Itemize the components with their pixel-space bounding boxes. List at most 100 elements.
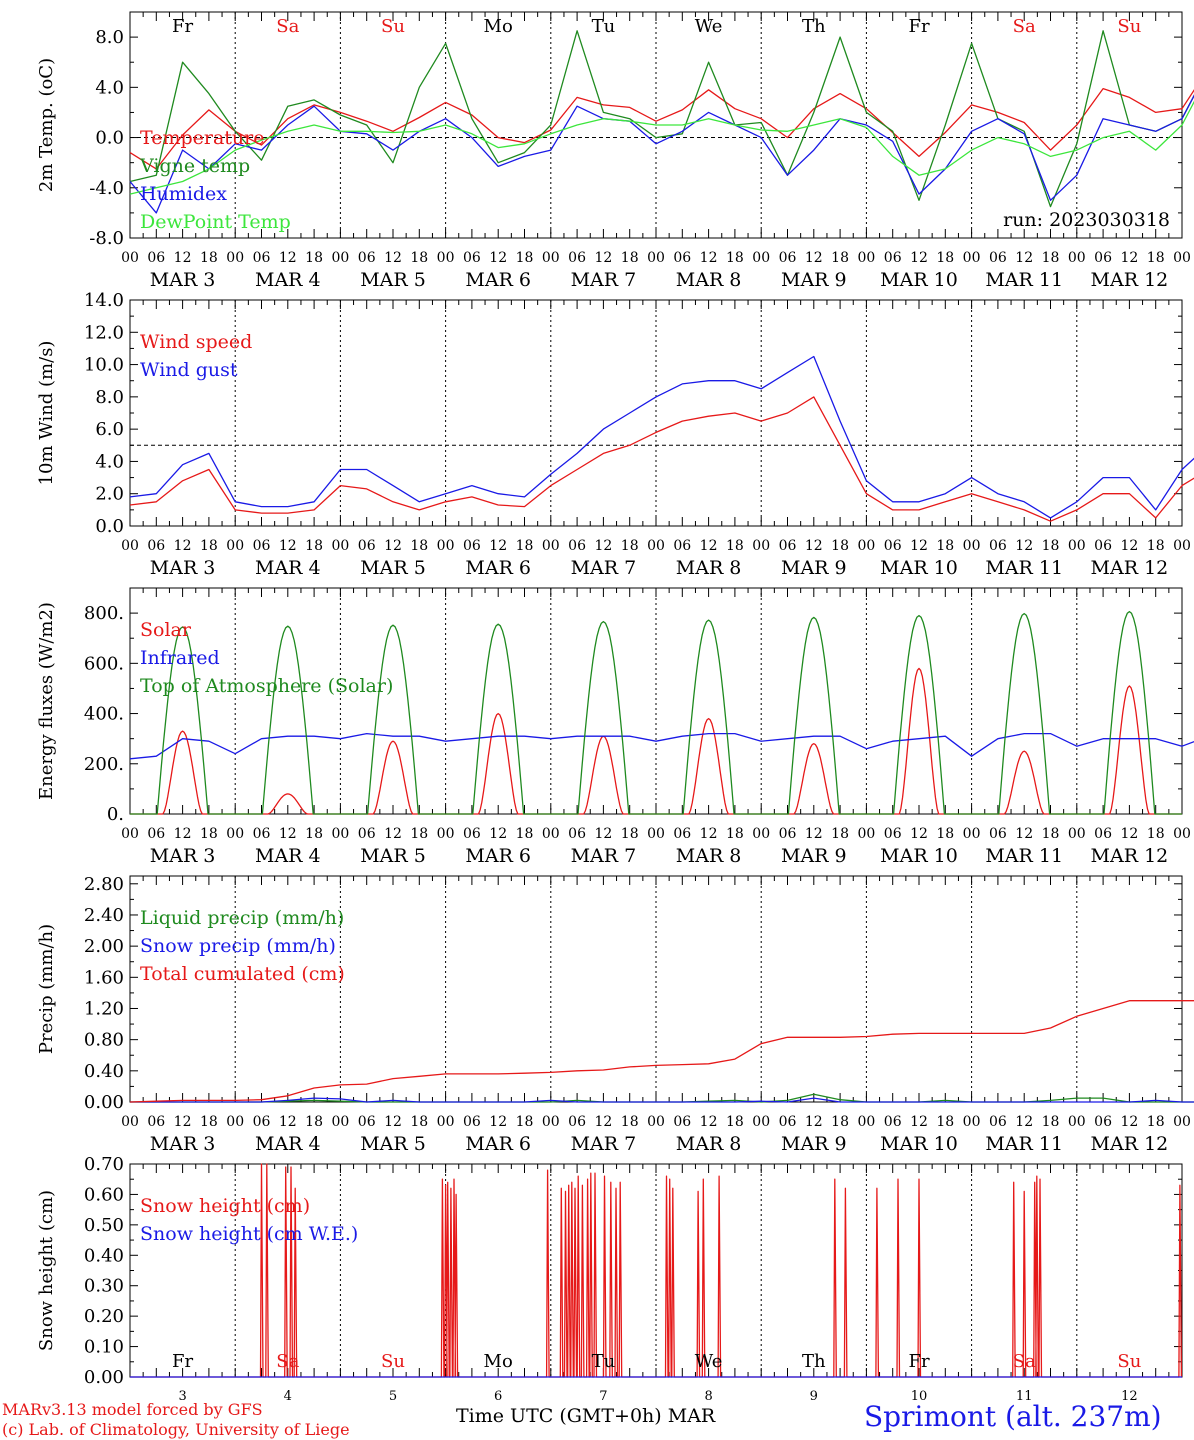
hour-label: 12 (174, 250, 192, 266)
panel-energy: 0. 200. 400. 600. 800. Energy fluxes (W/m2) So… (36, 587, 1194, 867)
hour-label: 12 (279, 826, 297, 842)
hour-label: 06 (568, 1114, 586, 1130)
legend-entry: Wind speed (140, 331, 252, 353)
panel-snow: 0.00 0.10 0.20 0.30 0.40 0.50 0.60 0.70 Snow hei… (36, 1154, 1183, 1404)
date-label: MAR 5 (360, 845, 426, 867)
y-tick-label: 400. (84, 704, 124, 725)
y-tick-label: 600. (84, 653, 124, 674)
hour-label: 06 (673, 538, 691, 554)
hour-label: 18 (1042, 250, 1060, 266)
hour-label: 06 (568, 826, 586, 842)
hour-label: 00 (1068, 1114, 1086, 1130)
hour-label: 00 (647, 1114, 665, 1130)
weekday-label: Su (1117, 16, 1141, 37)
weekday-label: Sa (1013, 16, 1036, 37)
hour-label: 12 (805, 826, 823, 842)
y-tick-label: 8.0 (95, 387, 124, 408)
date-label: MAR 11 (985, 557, 1063, 579)
legend-entry: Temperature (140, 127, 264, 149)
hour-label: 18 (831, 826, 849, 842)
day-number: 10 (911, 1389, 928, 1404)
hour-label: 06 (1094, 826, 1112, 842)
day-number: 4 (284, 1389, 292, 1404)
weekday-label: Su (381, 16, 405, 37)
hour-label: 18 (831, 538, 849, 554)
weekday-label: Fr (172, 1351, 193, 1372)
hour-label: 12 (594, 538, 612, 554)
hour-label: 00 (121, 538, 139, 554)
hour-label: 06 (989, 538, 1007, 554)
hour-label: 06 (989, 250, 1007, 266)
hour-label: 00 (542, 250, 560, 266)
hour-label: 12 (910, 1114, 928, 1130)
day-number: 3 (178, 1389, 186, 1404)
legend-entry: Snow height (cm) (140, 1195, 310, 1217)
hour-label: 12 (700, 826, 718, 842)
hour-label: 00 (1173, 826, 1191, 842)
hour-label: 06 (147, 538, 165, 554)
y-tick-label: 200. (84, 754, 124, 775)
y-tick-label: 6.0 (95, 419, 124, 440)
hour-label: 00 (963, 538, 981, 554)
y-axis-label: Snow height (cm) (36, 1190, 57, 1351)
hour-label: 18 (516, 538, 534, 554)
date-label: MAR 7 (571, 1133, 637, 1155)
legend-entry: Snow precip (mm/h) (140, 935, 336, 957)
date-label: MAR 8 (676, 1133, 742, 1155)
y-tick-label: 0.40 (84, 1245, 124, 1266)
y-tick-label: 4.0 (95, 451, 124, 472)
legend-entry: Solar (140, 619, 192, 641)
hour-label: 00 (1173, 1114, 1191, 1130)
date-label: MAR 8 (676, 557, 742, 579)
series-top-of-atmosphere-solar (130, 610, 1182, 815)
hour-label: 12 (279, 538, 297, 554)
y-tick-label: 0.40 (84, 1061, 124, 1082)
legend-entry: Total cumulated (cm) (140, 963, 345, 985)
series-snow-precip-mm-h (130, 1097, 1194, 1103)
hour-label: 00 (963, 250, 981, 266)
hour-label: 18 (516, 826, 534, 842)
day-number: 12 (1121, 1389, 1138, 1404)
month-label: MAR (667, 1405, 716, 1427)
hour-label: 12 (174, 826, 192, 842)
y-tick-label: 0.0 (95, 516, 124, 537)
hour-label: 12 (489, 538, 507, 554)
date-label: MAR 11 (985, 269, 1063, 291)
day-number: 9 (810, 1389, 818, 1404)
hour-label: 00 (857, 826, 875, 842)
y-tick-label: 2.80 (84, 874, 124, 895)
y-tick-label: 800. (84, 603, 124, 624)
weekday-label: Tu (592, 16, 616, 37)
weekday-label: Th (802, 1351, 826, 1372)
hour-label: 00 (752, 538, 770, 554)
hour-label: 06 (884, 826, 902, 842)
hour-label: 00 (752, 250, 770, 266)
hour-label: 06 (463, 250, 481, 266)
hour-label: 00 (963, 1114, 981, 1130)
hour-label: 12 (1015, 250, 1033, 266)
hour-label: 18 (200, 826, 218, 842)
panel-temp: -8.0 -4.0 0.0 4.0 8.0 2m Temp. (oC) Temperatur… (36, 11, 1194, 291)
hour-label: 00 (963, 826, 981, 842)
hour-label: 18 (831, 250, 849, 266)
legend-entry: Wind gust (140, 359, 238, 381)
hour-label: 18 (410, 826, 428, 842)
hour-label: 18 (1147, 1114, 1165, 1130)
y-tick-label: 12.0 (84, 322, 124, 343)
hour-label: 18 (726, 826, 744, 842)
series-total-cumulated-cm (129, 1000, 1194, 1103)
hour-label: 00 (121, 826, 139, 842)
hour-label: 18 (1042, 826, 1060, 842)
date-label: MAR 3 (150, 557, 216, 579)
hour-label: 12 (594, 1114, 612, 1130)
y-tick-label: 1.20 (84, 998, 124, 1019)
weekday-label: Sa (276, 16, 299, 37)
hour-label: 00 (121, 250, 139, 266)
date-label: MAR 12 (1091, 1133, 1169, 1155)
date-label: MAR 9 (781, 557, 847, 579)
run-label: run: 2023030318 (1003, 209, 1170, 231)
hour-label: 12 (384, 538, 402, 554)
hour-label: 18 (305, 538, 323, 554)
hour-label: 00 (226, 250, 244, 266)
hour-label: 00 (437, 826, 455, 842)
